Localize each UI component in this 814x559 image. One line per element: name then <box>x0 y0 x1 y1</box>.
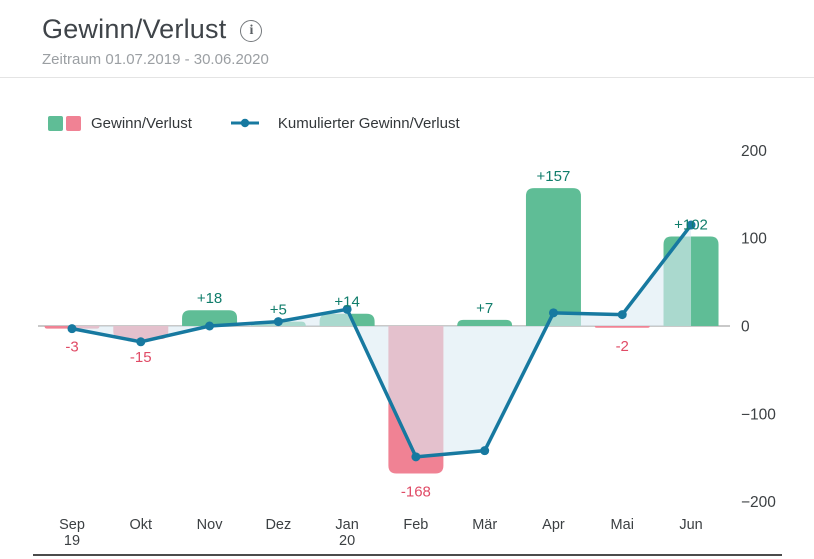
x-axis-label-Mär: Mär <box>472 517 497 533</box>
bar-Mär[interactable] <box>457 319 513 326</box>
x-axis-label-Okt: Okt <box>129 517 152 533</box>
bar-value-label: +7 <box>476 300 493 317</box>
header: Gewinn/Verlust i <box>0 0 814 45</box>
bar-Mai[interactable] <box>594 326 650 328</box>
line-point-Feb[interactable] <box>411 452 421 462</box>
line-point-Dez[interactable] <box>273 317 283 327</box>
line-marker-icon <box>230 118 259 128</box>
header-divider <box>0 77 814 78</box>
x-axis-label-Jan: Jan <box>335 517 358 533</box>
period-subtitle: Zeitraum 01.07.2019 - 30.06.2020 <box>42 51 269 68</box>
bar-value-label: -2 <box>616 338 629 355</box>
y-axis-label: 0 <box>741 319 750 336</box>
x-axis-label-Apr: Apr <box>542 517 565 533</box>
bar-value-label: -15 <box>130 349 152 366</box>
legend-label-kumuliert: Kumulierter Gewinn/Verlust <box>277 114 460 132</box>
line-point-Nov[interactable] <box>205 321 215 331</box>
y-axis-label: 100 <box>741 231 767 248</box>
x-axis-year-label: 20 <box>339 533 355 549</box>
bottom-divider <box>33 554 782 556</box>
bar-value-label: +102 <box>674 216 708 233</box>
line-point-Apr[interactable] <box>548 308 558 318</box>
gewinn-swatch <box>48 115 63 131</box>
legend-item-gewinn-verlust[interactable]: Gewinn/Verlust <box>48 115 192 132</box>
line-point-Jan[interactable] <box>342 304 352 314</box>
y-axis-label: −100 <box>741 406 776 423</box>
line-point-Mär[interactable] <box>480 446 490 456</box>
x-axis-label-Dez: Dez <box>265 517 291 533</box>
bar-value-label: +18 <box>197 290 222 307</box>
verlust-swatch <box>66 115 81 131</box>
info-icon[interactable]: i <box>240 19 263 42</box>
legend-label-gewinn-verlust: Gewinn/Verlust <box>91 114 192 132</box>
legend-item-kumuliert[interactable]: Kumulierter Gewinn/Verlust <box>230 115 460 132</box>
bar-value-label: -3 <box>65 339 78 356</box>
x-axis-label-Sep: Sep <box>59 517 85 533</box>
cumulative-area <box>72 225 692 457</box>
line-point-Sep[interactable] <box>67 324 77 334</box>
bar-Nov[interactable] <box>182 310 238 326</box>
bar-value-label: -168 <box>401 484 431 501</box>
line-point-Okt[interactable] <box>136 337 146 347</box>
bar-value-label: +157 <box>537 168 571 185</box>
cumulative-line <box>71 223 693 459</box>
bar-value-label: +5 <box>270 302 287 319</box>
line-point-Jun[interactable] <box>686 220 696 230</box>
line-point-Mai[interactable] <box>617 310 627 320</box>
x-axis-label-Mai: Mai <box>611 517 634 533</box>
bar-Apr[interactable] <box>525 188 581 326</box>
x-axis-label-Jun: Jun <box>679 517 702 533</box>
x-axis-label-Feb: Feb <box>403 517 428 533</box>
x-axis-label-Nov: Nov <box>197 517 224 533</box>
y-axis-label: −200 <box>741 494 776 511</box>
y-axis-label: 200 <box>741 143 767 160</box>
x-axis-year-label: 19 <box>64 533 80 549</box>
bar-value-label: +14 <box>334 294 359 311</box>
page-title: Gewinn/Verlust <box>42 14 227 44</box>
chart-legend: Gewinn/Verlust Kumulierter Gewinn/Verlus… <box>48 113 460 133</box>
